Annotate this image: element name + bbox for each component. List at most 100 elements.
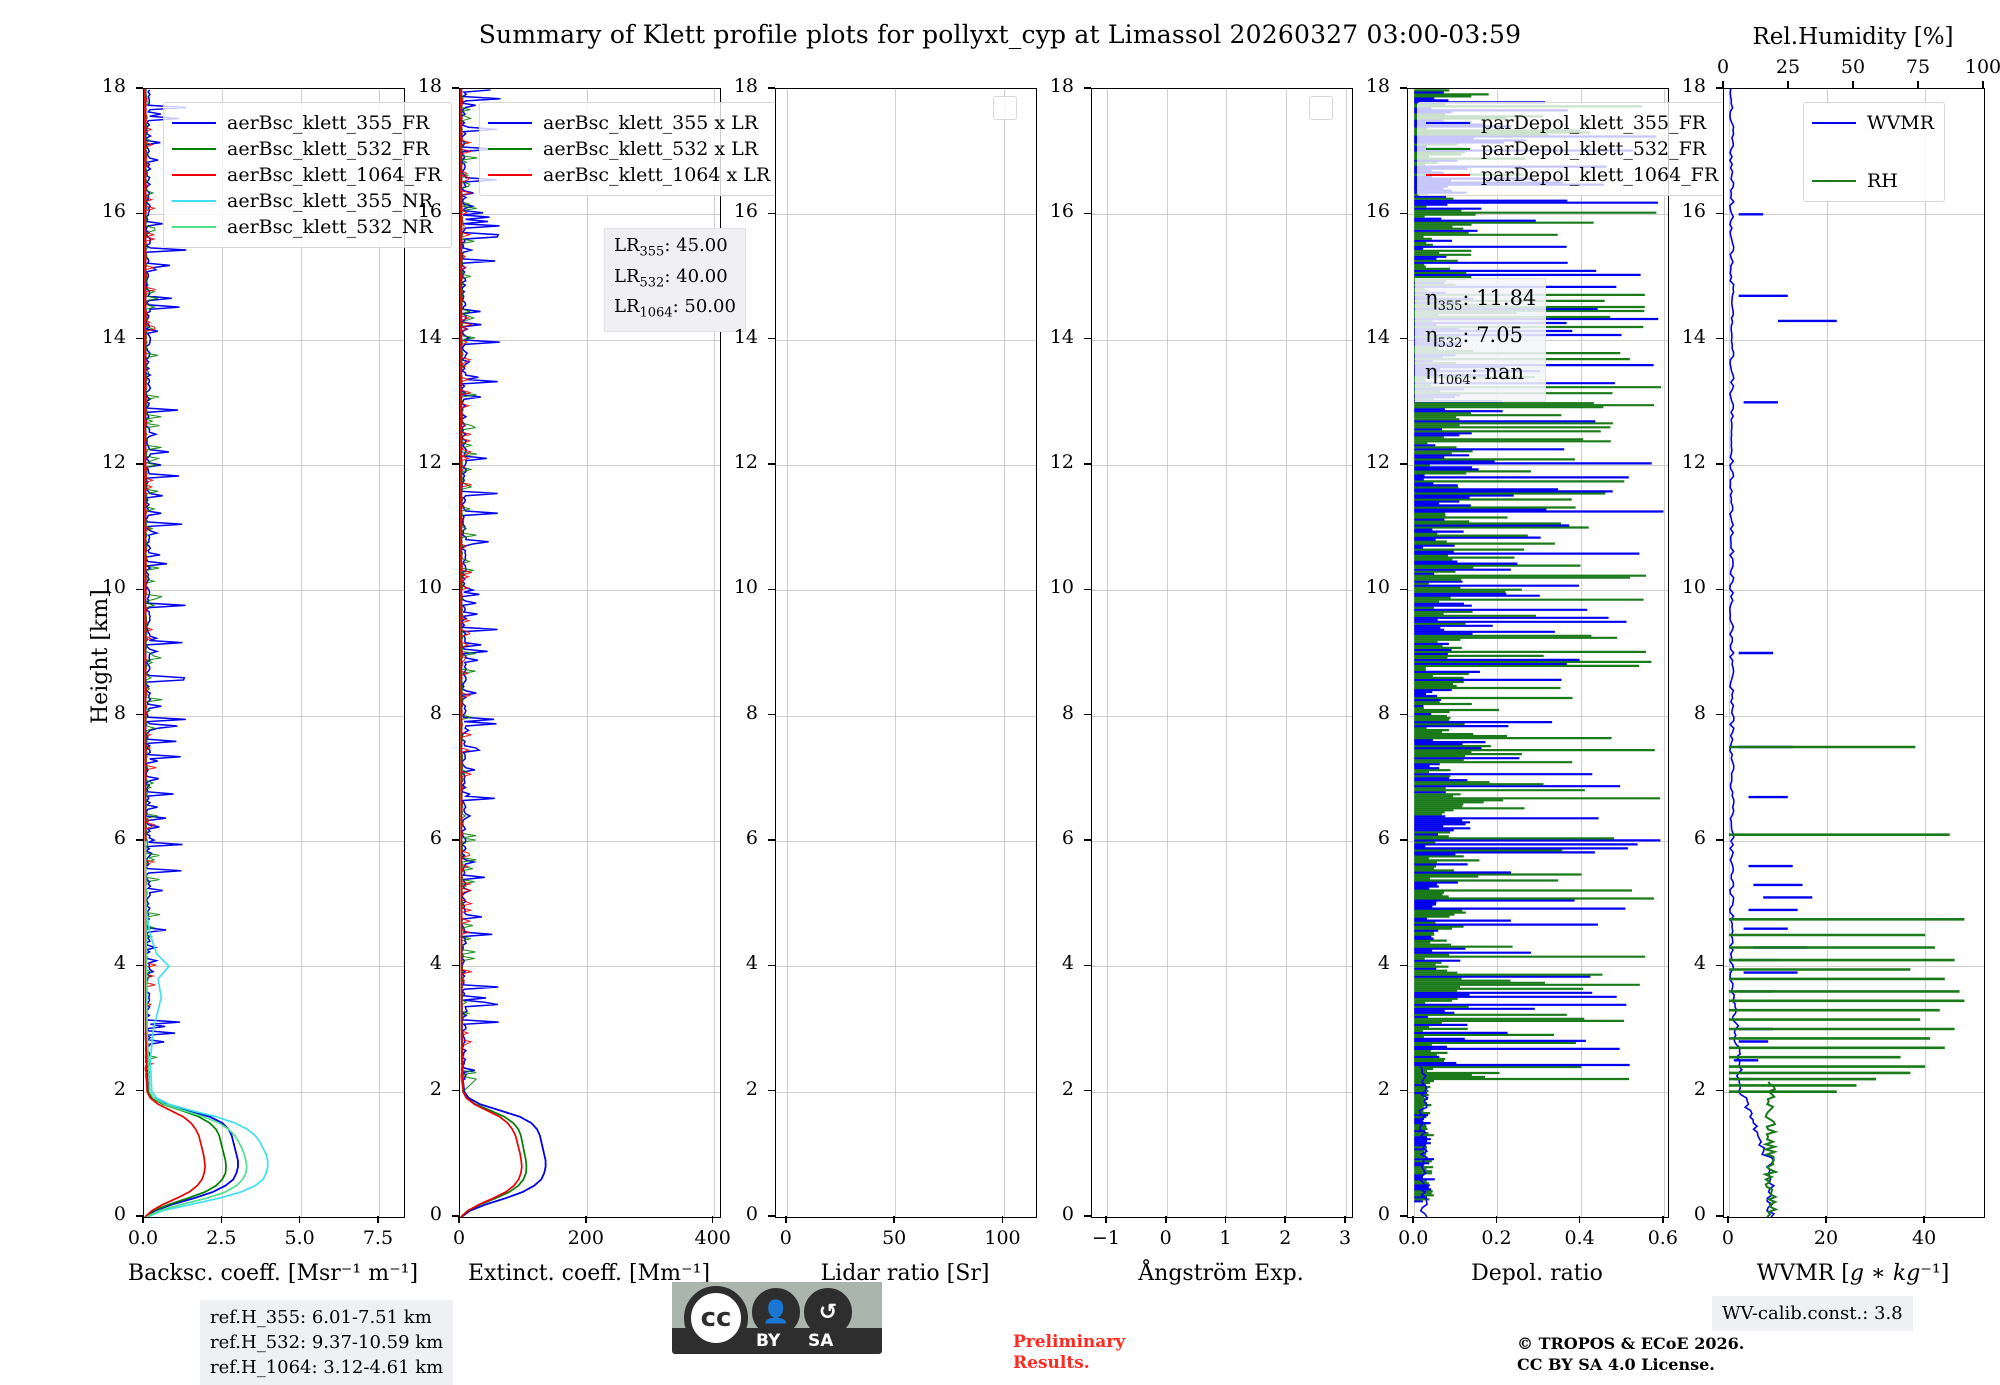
legend-wvmr-rh[interactable]: WVMR RH	[1803, 102, 1946, 202]
legend-swatch	[172, 174, 216, 176]
legend-item[interactable]: RH	[1812, 168, 1934, 194]
x-tick-label: 40	[1912, 1227, 1937, 1249]
y-tick-label: 18	[1049, 75, 1074, 97]
legend-item[interactable]: WVMR	[1812, 110, 1934, 136]
y-tick-label: 8	[1693, 701, 1706, 724]
grid-line-h	[1408, 966, 1668, 968]
y-tick-label: 8	[1061, 701, 1074, 724]
x-tick-label: 0	[1159, 1227, 1172, 1249]
y-tick	[768, 1215, 775, 1217]
y-tick	[452, 87, 459, 89]
x-tick-label: 0.2	[1481, 1227, 1512, 1249]
y-tick	[136, 964, 143, 967]
y-tick	[136, 212, 143, 215]
legend-placeholder-lidar-ratio[interactable]	[993, 96, 1017, 120]
grid-line-h	[144, 590, 404, 592]
grid-line-v	[378, 89, 380, 1217]
grid-line-v	[1286, 89, 1288, 1217]
y-tick	[1716, 1215, 1723, 1217]
y-tick	[452, 964, 459, 967]
y-tick	[1400, 87, 1407, 89]
y-tick	[1400, 212, 1407, 215]
legend-item[interactable]: aerBsc_klett_355_FR	[172, 110, 441, 136]
axes-depol-ratio	[1407, 88, 1669, 1218]
y-tick	[1084, 839, 1091, 841]
legend-item[interactable]: aerBsc_klett_532 x LR	[488, 136, 770, 162]
x-tick	[785, 1216, 787, 1223]
legend-item[interactable]: aerBsc_klett_532_NR	[172, 214, 441, 240]
annotation-line: η1064: nan	[1425, 360, 1525, 389]
grid-line-h	[1724, 1091, 1984, 1093]
legend-placeholder-angstrom[interactable]	[1309, 96, 1333, 120]
legend-item[interactable]: aerBsc_klett_355_NR	[172, 188, 441, 214]
x-tick	[298, 1216, 301, 1223]
y-tick	[1716, 212, 1723, 215]
legend-item[interactable]: aerBsc_klett_1064 x LR	[488, 162, 770, 188]
y-tick-label: 18	[417, 75, 442, 97]
ref-height-line: ref.H_532: 9.37-10.59 km	[210, 1332, 444, 1353]
grid-line-h	[776, 339, 1036, 341]
legend-depol-ratio[interactable]: parDepol_klett_355_FR parDepol_klett_532_…	[1417, 102, 1730, 196]
y-tick	[1716, 839, 1723, 841]
y-tick	[1716, 463, 1723, 465]
y-tick	[1084, 337, 1091, 340]
legend-backscatter[interactable]: aerBsc_klett_355_FR aerBsc_klett_532_FR ae…	[163, 102, 453, 248]
y-tick	[1716, 337, 1723, 340]
grid-line-h	[1724, 465, 1984, 466]
y-tick-label: 10	[1681, 576, 1706, 599]
y-tick-label: 8	[1377, 701, 1390, 724]
grid-line-h	[776, 214, 1036, 216]
grid-line-v	[1003, 89, 1005, 1217]
plot-curves-extinction	[460, 89, 547, 1217]
y-tick-label: 12	[1365, 451, 1390, 473]
y-tick	[768, 588, 775, 591]
grid-line-v	[586, 89, 588, 1217]
legend-item[interactable]: parDepol_klett_355_FR	[1426, 110, 1718, 136]
plot-curves-wvmr-rh	[1728, 89, 1965, 1217]
y-tick-label: 2	[745, 1077, 758, 1100]
y-tick	[768, 337, 775, 340]
legend-swatch	[488, 174, 532, 176]
y-tick-label: 8	[745, 701, 758, 724]
series-noise-aerBsc_klett_532_FR	[144, 89, 227, 1217]
legend-item[interactable]: aerBsc_klett_532_FR	[172, 136, 441, 162]
y-tick-label: 0	[1061, 1203, 1074, 1225]
legend-extinction[interactable]: aerBsc_klett_355 x LR aerBsc_klett_532 x …	[479, 102, 782, 196]
annotation-line: LR532: 40.00	[614, 265, 728, 291]
x-tick-top	[1982, 81, 1984, 88]
legend-swatch	[1426, 122, 1470, 124]
grid-line-v	[300, 89, 302, 1217]
y-tick	[768, 1089, 775, 1092]
grid-line-h	[460, 590, 720, 592]
x-tick-top-label: 50	[1840, 56, 1866, 78]
legend-item[interactable]: parDepol_klett_532_FR	[1426, 136, 1718, 162]
legend-item[interactable]: aerBsc_klett_1064_FR	[172, 162, 441, 188]
y-tick-label: 14	[417, 325, 442, 348]
wv-calib-box: WV-calib.const.: 3.8	[1712, 1296, 1913, 1331]
x-tick	[1284, 1216, 1287, 1223]
y-tick-label: 18	[1681, 75, 1706, 97]
legend-swatch	[172, 226, 216, 228]
y-tick	[1716, 1089, 1723, 1092]
axes-wvmr-rh	[1723, 88, 1985, 1218]
legend-label: aerBsc_klett_1064 x LR	[543, 164, 771, 186]
y-tick	[136, 1089, 143, 1092]
cc-license-badge[interactable]: cc 👤 ↺ BY SA	[672, 1282, 882, 1354]
x-tick	[585, 1216, 587, 1223]
y-tick-label: 10	[417, 576, 442, 599]
y-tick-label: 16	[1681, 200, 1706, 223]
y-tick-label: 16	[733, 200, 758, 223]
grid-line-h	[776, 715, 1036, 717]
grid-line-h	[460, 715, 720, 717]
y-tick	[1400, 1215, 1407, 1217]
y-tick	[1084, 87, 1091, 89]
grid-line-h	[1092, 966, 1352, 968]
cc-icon: cc	[684, 1286, 748, 1350]
legend-item[interactable]: aerBsc_klett_355 x LR	[488, 110, 770, 136]
y-tick-label: 10	[1049, 576, 1074, 599]
y-tick	[136, 839, 143, 841]
grid-line-h	[776, 966, 1036, 968]
grid-line-h	[1408, 465, 1668, 466]
legend-item[interactable]: parDepol_klett_1064_FR	[1426, 162, 1718, 188]
